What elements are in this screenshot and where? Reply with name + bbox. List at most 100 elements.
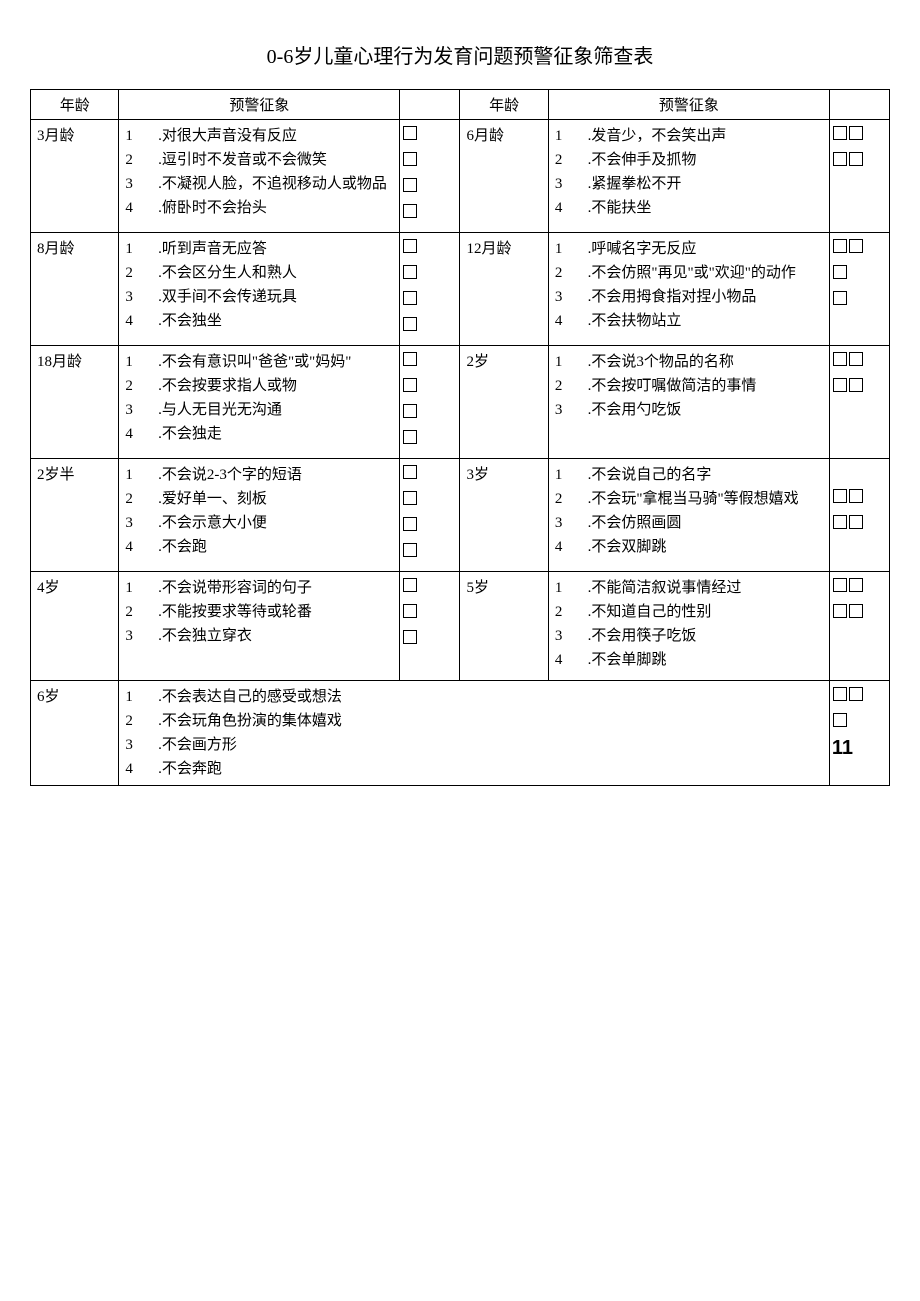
check-row xyxy=(832,263,887,289)
sign-cell-wide: 1 .不会表达自己的感受或想法2 .不会玩角色扮演的集体嬉戏3 .不会画方形4 … xyxy=(119,681,830,786)
checkbox[interactable] xyxy=(403,491,417,505)
item-number: 1 xyxy=(555,237,569,261)
item-text: .对很大声音没有反应 xyxy=(158,128,297,144)
item-number: 1 xyxy=(125,124,139,148)
check-row xyxy=(402,124,457,150)
item-number: 3 xyxy=(125,733,139,757)
item-text: .不会按要求指人或物 xyxy=(158,378,297,394)
warning-sign-item: 1 .不会说3个物品的名称 xyxy=(555,350,823,374)
item-text: .听到声音无应答 xyxy=(158,241,267,257)
item-number: 2 xyxy=(125,487,139,511)
checkbox[interactable] xyxy=(403,578,417,592)
checkbox[interactable] xyxy=(833,378,847,392)
checkbox[interactable] xyxy=(403,604,417,618)
warning-sign-item: 2 .不会按要求指人或物 xyxy=(125,374,393,398)
checkbox[interactable] xyxy=(403,430,417,444)
checkbox[interactable] xyxy=(403,517,417,531)
item-text: .不会说自己的名字 xyxy=(588,467,712,483)
sign-cell: 1 .对很大声音没有反应2 .逗引时不发音或不会微笑3 .不凝视人脸，不追视移动… xyxy=(119,120,400,233)
checkbox[interactable] xyxy=(849,578,863,592)
check-cell xyxy=(400,572,460,681)
warning-sign-item: 3 .不会画方形 xyxy=(125,733,823,757)
warning-sign-item: 2 .爱好单一、刻板 xyxy=(125,487,393,511)
warning-sign-item: 3 .不会用勺吃饭 xyxy=(555,398,823,422)
checkbox[interactable] xyxy=(849,489,863,503)
checkbox[interactable] xyxy=(833,265,847,279)
checkbox[interactable] xyxy=(833,515,847,529)
checkbox[interactable] xyxy=(833,291,847,305)
check-cell: 11 xyxy=(829,681,889,786)
item-text: .双手间不会传递玩具 xyxy=(158,289,297,305)
checkbox[interactable] xyxy=(403,152,417,166)
checkbox[interactable] xyxy=(833,489,847,503)
item-number: 2 xyxy=(555,148,569,172)
check-cell xyxy=(829,120,889,233)
warning-sign-item: 2 .不会仿照"再见"或"欢迎"的动作 xyxy=(555,261,823,285)
item-text: .不会用勺吃饭 xyxy=(588,402,682,418)
age-cell: 2岁半 xyxy=(31,459,119,572)
warning-sign-item: 1 .不会表达自己的感受或想法 xyxy=(125,685,823,709)
item-text: .不会区分生人和熟人 xyxy=(158,265,297,281)
checkbox[interactable] xyxy=(849,352,863,366)
warning-sign-item: 4 .不能扶坐 xyxy=(555,196,823,220)
item-number: 3 xyxy=(125,624,139,648)
checkbox[interactable] xyxy=(833,604,847,618)
checkbox[interactable] xyxy=(403,265,417,279)
item-number: 2 xyxy=(125,374,139,398)
item-text: .发音少，不会笑出声 xyxy=(588,128,727,144)
check-cell xyxy=(829,233,889,346)
checkbox[interactable] xyxy=(403,378,417,392)
checkbox[interactable] xyxy=(849,687,863,701)
checkbox[interactable] xyxy=(833,578,847,592)
table-row: 18月龄1 .不会有意识叫"爸爸"或"妈妈"2 .不会按要求指人或物3 .与人无… xyxy=(31,346,890,459)
checkbox[interactable] xyxy=(849,604,863,618)
check-row xyxy=(402,263,457,289)
checkbox[interactable] xyxy=(403,317,417,331)
check-row xyxy=(832,711,887,737)
table-row: 3月龄1 .对很大声音没有反应2 .逗引时不发音或不会微笑3 .不凝视人脸，不追… xyxy=(31,120,890,233)
checkbox[interactable] xyxy=(403,178,417,192)
checkbox[interactable] xyxy=(849,515,863,529)
check-row xyxy=(832,315,887,339)
checkbox[interactable] xyxy=(403,126,417,140)
item-text: .俯卧时不会抬头 xyxy=(158,200,267,216)
item-text: .不会用筷子吃饭 xyxy=(588,628,697,644)
check-row xyxy=(832,539,887,563)
checkbox[interactable] xyxy=(403,291,417,305)
checkbox[interactable] xyxy=(833,126,847,140)
checkbox[interactable] xyxy=(833,687,847,701)
checkbox[interactable] xyxy=(403,404,417,418)
checkbox[interactable] xyxy=(849,126,863,140)
checkbox[interactable] xyxy=(849,152,863,166)
checkbox[interactable] xyxy=(833,239,847,253)
check-row xyxy=(402,350,457,376)
check-cell xyxy=(400,120,460,233)
checkbox[interactable] xyxy=(849,378,863,392)
checkbox[interactable] xyxy=(403,352,417,366)
item-number: 1 xyxy=(125,576,139,600)
item-number: 1 xyxy=(555,350,569,374)
checkbox[interactable] xyxy=(849,239,863,253)
warning-sign-item: 1 .不能简洁叙说事情经过 xyxy=(555,576,823,600)
item-text: .不会按叮嘱做简洁的事情 xyxy=(588,378,757,394)
checkbox[interactable] xyxy=(833,713,847,727)
checkbox[interactable] xyxy=(403,239,417,253)
check-row xyxy=(832,150,887,176)
check-row xyxy=(402,463,457,489)
item-text: .不会独走 xyxy=(158,426,222,442)
check-row xyxy=(402,489,457,515)
item-text: .不会奔跑 xyxy=(158,761,222,777)
checkbox[interactable] xyxy=(833,352,847,366)
warning-sign-item: 3 .紧握拳松不开 xyxy=(555,172,823,196)
check-cell xyxy=(829,572,889,681)
checkbox[interactable] xyxy=(403,630,417,644)
checkbox[interactable] xyxy=(833,152,847,166)
checkbox[interactable] xyxy=(403,204,417,218)
checkbox[interactable] xyxy=(403,543,417,557)
item-text: .不会画方形 xyxy=(158,737,237,753)
age-cell: 4岁 xyxy=(31,572,119,681)
warning-sign-item: 3 .不会用拇食指对捏小物品 xyxy=(555,285,823,309)
item-text: .不会示意大小便 xyxy=(158,515,267,531)
checkbox[interactable] xyxy=(403,465,417,479)
item-number: 4 xyxy=(555,309,569,333)
